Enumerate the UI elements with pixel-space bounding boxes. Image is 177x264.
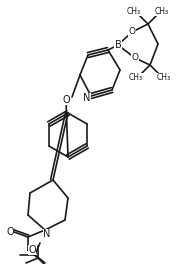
Text: CH₃: CH₃: [157, 73, 171, 82]
Text: N: N: [83, 93, 91, 103]
Text: CH₃: CH₃: [127, 7, 141, 16]
Text: B: B: [115, 40, 121, 50]
Text: O: O: [28, 245, 36, 255]
Text: O: O: [132, 54, 138, 63]
Text: O: O: [6, 227, 14, 237]
Text: O: O: [129, 27, 136, 36]
Text: CH₃: CH₃: [155, 7, 169, 16]
Text: N: N: [43, 229, 51, 239]
Text: CH₃: CH₃: [129, 73, 143, 82]
Text: O: O: [62, 95, 70, 105]
